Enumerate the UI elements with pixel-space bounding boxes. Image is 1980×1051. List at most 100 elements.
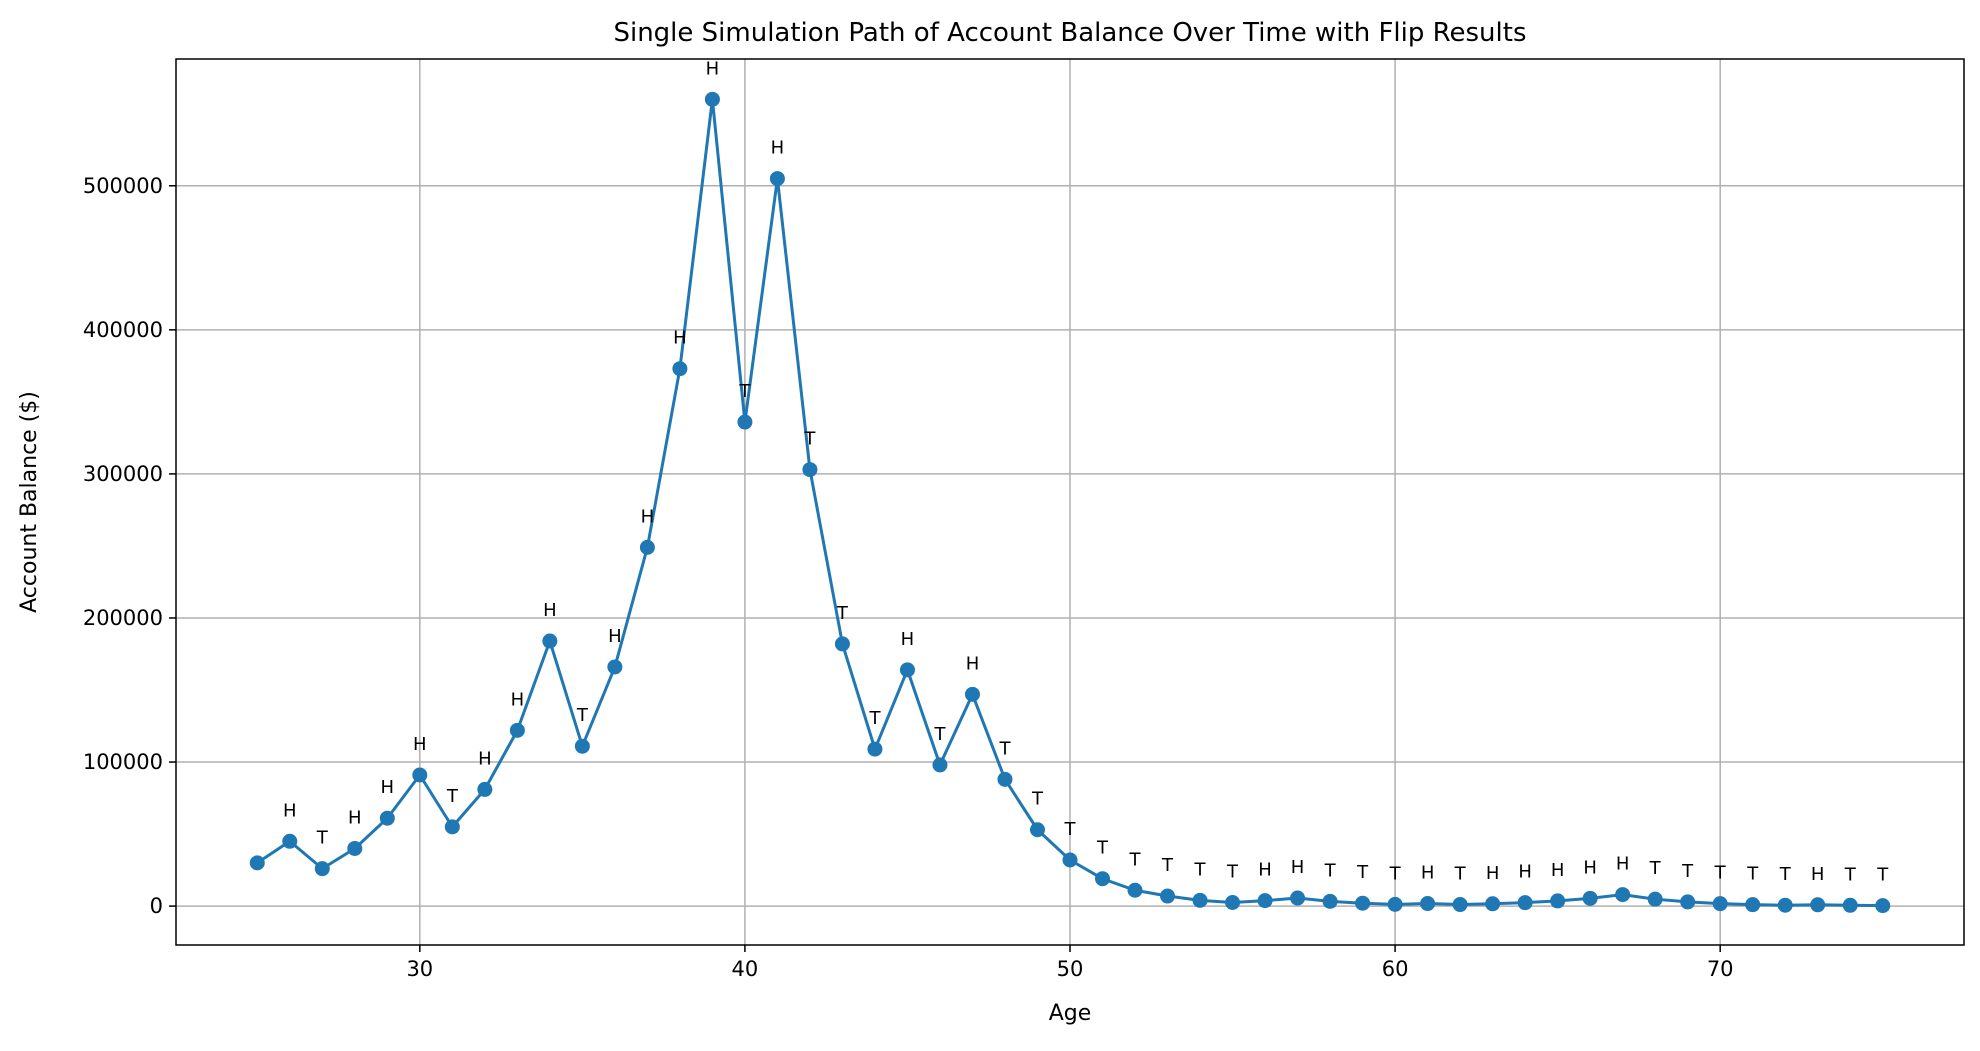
flip-label: H xyxy=(478,748,492,769)
data-point xyxy=(1192,892,1208,908)
flip-label: T xyxy=(1226,862,1239,883)
data-point xyxy=(1712,896,1728,912)
data-point xyxy=(802,462,818,478)
data-point xyxy=(1647,891,1663,907)
x-tick-label: 70 xyxy=(1707,957,1734,981)
flip-label: T xyxy=(576,705,589,726)
flip-label: T xyxy=(1356,862,1369,883)
flip-label: H xyxy=(1486,863,1500,884)
data-point xyxy=(282,833,298,849)
data-point xyxy=(542,633,558,649)
data-point xyxy=(639,539,655,555)
data-point xyxy=(574,738,590,754)
data-point xyxy=(997,771,1013,787)
flip-label: T xyxy=(1844,864,1857,885)
flip-label: T xyxy=(1194,859,1207,880)
data-point xyxy=(1745,897,1761,913)
flip-label: H xyxy=(608,626,622,647)
flip-label: H xyxy=(543,600,557,621)
x-tick-label: 40 xyxy=(732,957,759,981)
y-tick-label: 400000 xyxy=(83,318,163,342)
data-point xyxy=(1420,896,1436,912)
chart-title: Single Simulation Path of Account Balanc… xyxy=(613,18,1526,48)
y-tick-label: 500000 xyxy=(83,174,163,198)
grid-lines xyxy=(176,59,1964,945)
x-tick-label: 50 xyxy=(1057,957,1084,981)
x-tick-label: 60 xyxy=(1382,957,1409,981)
flip-label: T xyxy=(803,429,816,450)
data-point xyxy=(1290,890,1306,906)
flip-label: T xyxy=(1649,858,1662,879)
y-tick-label: 0 xyxy=(150,894,163,918)
flip-label: H xyxy=(966,653,980,674)
data-point xyxy=(379,810,395,826)
data-point xyxy=(867,741,883,757)
flip-label: H xyxy=(771,138,785,159)
data-point xyxy=(1485,896,1501,912)
flip-label: H xyxy=(1518,862,1532,883)
flip-label: T xyxy=(836,603,849,624)
data-point xyxy=(1875,898,1891,914)
data-point xyxy=(314,861,330,877)
flip-label: H xyxy=(348,807,362,828)
data-point xyxy=(704,91,720,107)
data-point xyxy=(412,767,428,783)
flip-label: T xyxy=(1064,819,1077,840)
flip-label: H xyxy=(673,328,687,349)
flip-label: H xyxy=(641,506,655,527)
data-point xyxy=(1615,887,1631,903)
data-point xyxy=(1095,871,1111,887)
flip-label: T xyxy=(1096,838,1109,859)
flip-label: H xyxy=(1583,857,1597,878)
flip-label: T xyxy=(1714,863,1727,884)
x-tick-label: 30 xyxy=(406,957,433,981)
x-axis-ticks: 30 40 50 60 70 xyxy=(406,945,1734,981)
flip-label: T xyxy=(1681,861,1694,882)
flip-label: H xyxy=(1421,863,1435,884)
data-point xyxy=(899,662,915,678)
data-point xyxy=(347,840,363,856)
flip-label: T xyxy=(316,828,329,849)
flip-label: T xyxy=(1031,789,1044,810)
flip-label: T xyxy=(738,381,751,402)
flip-label: H xyxy=(706,58,720,79)
data-point xyxy=(607,659,623,675)
flip-label: T xyxy=(1746,864,1759,885)
data-point xyxy=(737,414,753,430)
flip-label: T xyxy=(998,738,1011,759)
data-point xyxy=(1029,822,1045,838)
data-point xyxy=(834,636,850,652)
y-axis-label: Account Balance ($) xyxy=(17,391,42,613)
data-point xyxy=(249,855,265,871)
data-point xyxy=(1225,895,1241,911)
data-point xyxy=(1160,888,1176,904)
x-axis-label: Age xyxy=(1049,1001,1092,1026)
data-point xyxy=(509,722,525,738)
flip-label: H xyxy=(1811,864,1825,885)
data-point xyxy=(1680,894,1696,910)
data-point xyxy=(1387,896,1403,912)
data-point xyxy=(964,686,980,702)
flip-label: T xyxy=(1129,849,1142,870)
data-point xyxy=(1810,897,1826,913)
y-tick-label: 300000 xyxy=(83,462,163,486)
data-point xyxy=(1355,895,1371,911)
flip-label: T xyxy=(933,724,946,745)
data-series xyxy=(249,91,1891,914)
data-point xyxy=(1550,893,1566,909)
data-point xyxy=(1452,897,1468,913)
data-point xyxy=(1582,890,1598,906)
flip-label: H xyxy=(1616,854,1630,875)
flip-label: H xyxy=(413,734,427,755)
data-point xyxy=(769,171,785,187)
data-point xyxy=(444,819,460,835)
data-point xyxy=(1842,897,1858,913)
flip-label: T xyxy=(1324,860,1337,881)
data-point xyxy=(1127,882,1143,898)
flip-label: H xyxy=(1291,857,1305,878)
y-tick-label: 200000 xyxy=(83,606,163,630)
